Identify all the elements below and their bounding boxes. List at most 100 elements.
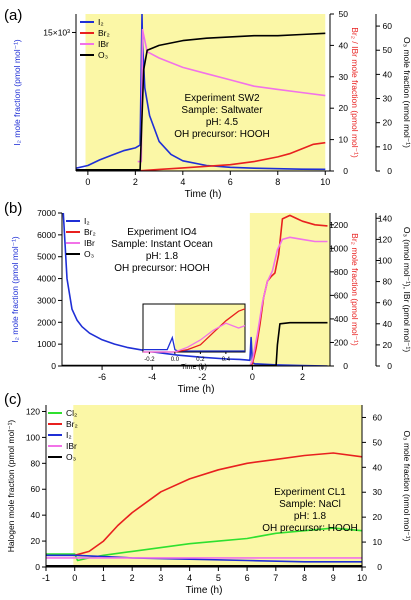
annotation-line: pH: 1.8 — [146, 251, 179, 262]
annotation-line: pH: 1.8 — [294, 511, 327, 522]
y-left-tick-label: 40 — [31, 510, 41, 520]
y-right-tick-label: 40 — [373, 462, 383, 472]
y-right-tick-label: 50 — [373, 437, 383, 447]
x-tick-label: 4 — [180, 177, 185, 187]
y-left-tick-label: 6000 — [37, 230, 56, 240]
y-left-tick-label: 60 — [31, 484, 41, 494]
y-left-tick-label: 15×10³ — [43, 27, 70, 37]
annotation-line: Sample: Saltwater — [181, 105, 263, 116]
y-right-tick-label: 1000 — [329, 243, 348, 253]
series-line-2 — [76, 141, 326, 171]
y-left-axis-title: I₂ mole fraction (pmol mol⁻¹) — [12, 39, 22, 146]
y-left-tick-label: 4000 — [37, 274, 56, 284]
x-tick-label: 10 — [357, 573, 367, 583]
legend-entry: O₃ — [98, 50, 108, 60]
x-tick-label: 1 — [101, 573, 106, 583]
y-right2-tick-label: 60 — [383, 21, 393, 31]
legend-entry: I₂ — [98, 17, 104, 27]
y-right-tick-label: 40 — [339, 40, 349, 50]
x-tick-label: 6 — [228, 177, 233, 187]
legend-entry: I₂ — [66, 430, 72, 440]
y-left-axis-title: I₂ mole fraction (pmol mol⁻¹) — [10, 236, 20, 343]
y-left-tick-label: 80 — [31, 458, 41, 468]
y-left-tick-label: 120 — [26, 406, 40, 416]
y-right2-axis-title: O₃ mole fraction (nmol mol⁻¹) — [402, 37, 411, 148]
y-right-tick-label: 60 — [373, 412, 383, 422]
series-line-3 — [137, 28, 326, 163]
x-axis-title: Time (h) — [186, 585, 223, 596]
x-tick-label: 8 — [275, 177, 280, 187]
x-tick-label: -4 — [148, 372, 156, 382]
y-right-tick-label: 0 — [343, 166, 348, 176]
x-tick-label: -1 — [42, 573, 50, 583]
x-axis-title: Time (h) — [185, 189, 222, 200]
x-tick-label: 7 — [273, 573, 278, 583]
x-tick-label: -6 — [98, 372, 106, 382]
y-right2-tick-label: 0 — [387, 361, 392, 371]
inset-x-tick-label: 0.4 — [222, 357, 231, 363]
inset-x-tick-label: -0.2 — [144, 357, 155, 363]
y-right2-tick-label: 80 — [383, 277, 393, 287]
y-right2-tick-label: 120 — [378, 234, 392, 244]
x-tick-label: 10 — [320, 177, 330, 187]
annotation-line: Experiment CL1 — [274, 487, 346, 498]
x-tick-label: -2 — [198, 372, 206, 382]
annotation-line: OH precursor: HOOH — [114, 263, 210, 274]
y-left-tick-label: 0 — [35, 562, 40, 572]
annotation-line: Experiment IO4 — [127, 227, 197, 238]
x-tick-label: 3 — [158, 573, 163, 583]
y-right2-tick-label: 40 — [383, 69, 393, 79]
annotation-line: OH precursor: HOOH — [174, 129, 270, 140]
legend-entry: Cl₂ — [66, 408, 77, 418]
annotation-line: Sample: NaCl — [279, 499, 341, 510]
y-left-tick-label: 3000 — [37, 295, 56, 305]
y-right-tick-label: 10 — [373, 537, 383, 547]
legend-entry: O₃ — [66, 452, 76, 462]
shaded-region — [249, 213, 330, 366]
y-right-tick-label: 200 — [334, 337, 348, 347]
legend-entry: Br₂ — [66, 419, 78, 429]
y-right-tick-label: 20 — [373, 512, 383, 522]
panel-label: (b) — [4, 200, 22, 217]
inset-chart: -0.2 0.0 0.2 0.4 Time (h) — [142, 303, 246, 371]
y-right2-tick-label: 60 — [383, 298, 393, 308]
inset-x-axis-title: Time (h) — [181, 364, 207, 371]
y-left-tick-label: 0 — [51, 361, 56, 371]
y-left-tick-label: 2000 — [37, 317, 56, 327]
y-right-tick-label: 600 — [334, 290, 348, 300]
y-right-axis-title: Br₂ / IBr mole fraction (pmol mol⁻¹) — [350, 27, 360, 158]
y-right2-tick-label: 20 — [383, 340, 393, 350]
legend-entry: O₃ — [84, 249, 94, 259]
y-left-tick-label: 1000 — [37, 339, 56, 349]
legend-entry: IBr — [98, 39, 109, 49]
legend-entry: Br₂ — [84, 227, 96, 237]
legend-entry: I₂ — [84, 216, 90, 226]
x-tick-label: 5 — [216, 573, 221, 583]
y-right2-tick-label: 20 — [383, 118, 393, 128]
y-right-axis-title: O₃ mole fraction (nmol mol⁻¹) — [402, 431, 411, 542]
inset-x-tick-label: 0.0 — [171, 357, 180, 363]
y-right-tick-label: 30 — [373, 487, 383, 497]
y-left-axis-title: Halogen mole fraction (pmol mol⁻¹) — [6, 420, 16, 553]
y-right2-axis-title: O₃ (nmol mol⁻¹), IBr (pmol mol⁻¹) — [402, 227, 411, 352]
legend-entry: IBr — [84, 238, 95, 248]
chart-panel-1: 0 2 4 6 8 10 Time (h) 15×10³ I₂ mole fraction (p… — [4, 7, 411, 200]
y-right-tick-label: 0 — [343, 361, 348, 371]
shaded-region — [85, 14, 326, 171]
annotation-line: Sample: Instant Ocean — [111, 239, 213, 250]
x-tick-label: 4 — [187, 573, 192, 583]
y-right2-tick-label: 100 — [378, 255, 392, 265]
y-right-tick-label: 400 — [334, 314, 348, 324]
y-right-tick-label: 1200 — [329, 220, 348, 230]
y-right-tick-label: 20 — [339, 103, 349, 113]
x-tick-label: 0 — [250, 372, 255, 382]
x-tick-label: 6 — [245, 573, 250, 583]
y-left-tick-label: 100 — [26, 432, 40, 442]
x-tick-label: 2 — [133, 177, 138, 187]
y-left-tick-label: 20 — [31, 536, 41, 546]
x-tick-label: 2 — [300, 372, 305, 382]
